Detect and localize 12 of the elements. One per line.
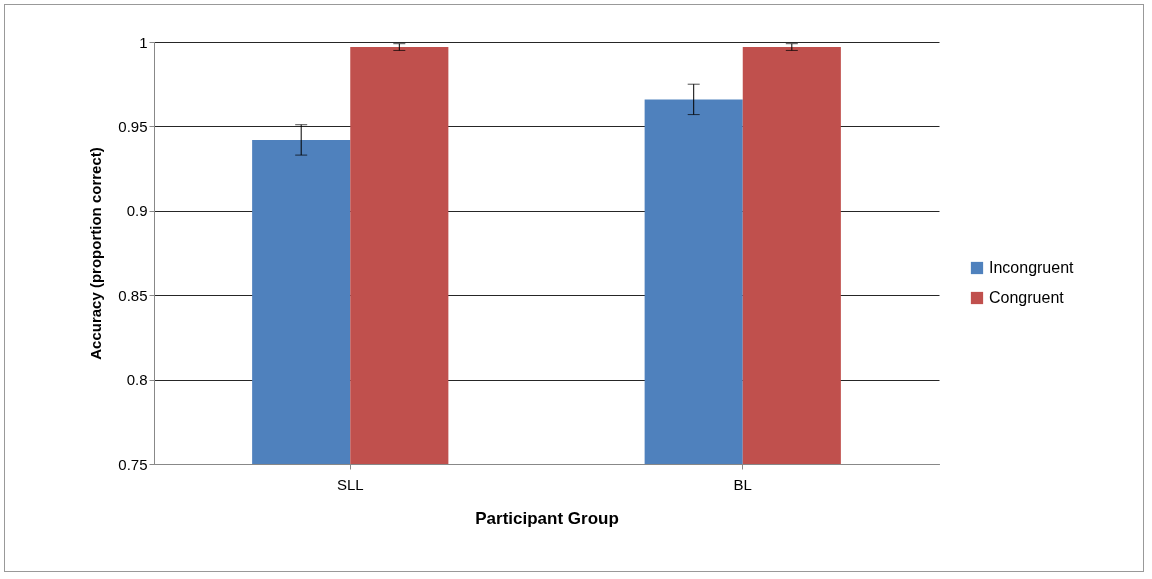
y-axis-title: Accuracy (proportion correct) [87, 147, 105, 360]
x-tick-label: BL [733, 475, 752, 493]
x-tick-label: SLL [336, 475, 364, 493]
y-tick-label: 0.95 [118, 117, 148, 135]
y-tick-label: 0.8 [126, 371, 148, 389]
legend-label: Incongruent [989, 259, 1075, 276]
y-tick-label: 1 [139, 33, 148, 51]
x-axis-title: Participant Group [475, 508, 619, 528]
y-tick-label: 0.75 [118, 455, 148, 473]
y-tick-label: 0.9 [126, 202, 148, 220]
legend-label: Congruent [989, 289, 1065, 306]
y-tick-label: 0.85 [118, 286, 148, 304]
